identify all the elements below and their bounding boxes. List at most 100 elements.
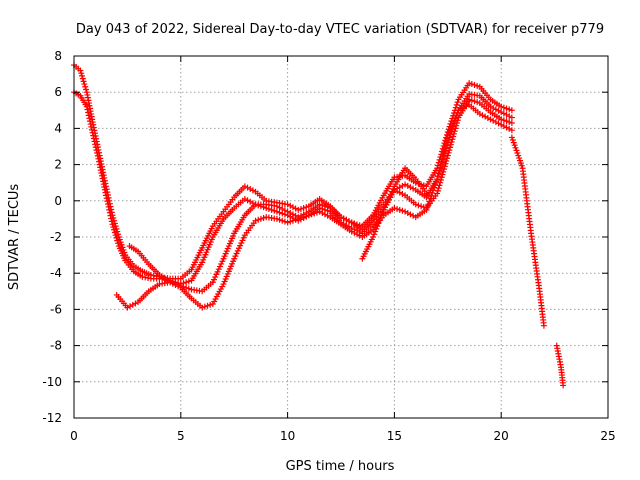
data-point: [436, 164, 443, 171]
data-point: [474, 82, 481, 89]
data-point: [145, 275, 152, 282]
data-point: [169, 280, 176, 287]
data-point: [439, 171, 446, 178]
data-point: [447, 144, 454, 151]
data-point: [287, 202, 294, 209]
data-point: [292, 205, 299, 212]
data-point: [94, 150, 101, 157]
data-point: [399, 191, 406, 198]
data-point: [204, 302, 211, 309]
data-point: [424, 204, 431, 211]
data-point: [407, 184, 414, 191]
data-point: [289, 204, 296, 211]
data-point: [279, 217, 286, 224]
data-point: [321, 203, 328, 210]
data-point: [238, 240, 245, 247]
data-point: [81, 81, 88, 88]
data-point: [484, 114, 491, 121]
data-point: [106, 209, 113, 216]
data-point: [108, 215, 115, 222]
data-point: [183, 279, 190, 286]
data-point: [295, 215, 302, 222]
data-point: [506, 125, 513, 132]
data-point: [468, 97, 475, 104]
data-point: [437, 161, 444, 168]
data-point: [321, 211, 328, 218]
series-track-5: [359, 165, 430, 262]
data-point: [374, 223, 381, 230]
y-tick-label: -6: [50, 302, 62, 316]
data-point: [340, 215, 347, 222]
data-point: [297, 214, 304, 221]
data-point: [244, 184, 251, 191]
data-point: [276, 204, 283, 211]
data-point: [387, 191, 394, 198]
data-point: [324, 212, 331, 219]
data-point: [495, 107, 502, 114]
data-point: [430, 187, 437, 194]
data-point: [83, 86, 90, 93]
data-point: [308, 211, 315, 218]
data-point: [199, 304, 206, 311]
data-point: [508, 119, 515, 126]
series-track-4: [113, 101, 515, 311]
data-point: [279, 205, 286, 212]
y-axis-title: SDTVAR / TECUs: [7, 184, 22, 291]
data-point: [376, 217, 383, 224]
data-point: [273, 208, 280, 215]
data-point: [185, 285, 192, 292]
y-tick-label: 8: [54, 49, 62, 63]
y-tick-label: 6: [54, 85, 62, 99]
data-point: [300, 205, 307, 212]
data-point: [492, 119, 499, 126]
data-point: [201, 303, 208, 310]
data-point: [209, 279, 216, 286]
data-point: [90, 132, 97, 139]
data-point: [91, 138, 98, 145]
data-point: [442, 141, 449, 148]
data-point: [371, 231, 378, 238]
data-point: [111, 226, 118, 233]
data-point: [423, 206, 430, 213]
data-point: [232, 253, 239, 260]
data-point: [396, 206, 403, 213]
data-point: [289, 211, 296, 218]
data-point: [303, 213, 310, 220]
data-point: [233, 250, 240, 257]
data-point: [112, 232, 119, 239]
data-point: [219, 258, 226, 265]
data-point: [383, 201, 390, 208]
data-point: [442, 160, 449, 167]
data-point: [450, 130, 457, 137]
data-point: [412, 201, 419, 208]
data-point: [103, 195, 110, 202]
data-point: [338, 214, 344, 221]
data-point: [445, 149, 452, 156]
data-point: [508, 114, 515, 121]
data-point: [257, 215, 264, 222]
data-point: [241, 183, 248, 190]
data-point: [454, 99, 461, 106]
data-point: [305, 212, 312, 219]
data-point: [235, 245, 242, 252]
x-tick-label: 0: [70, 429, 78, 443]
data-point: [129, 301, 136, 308]
data-point: [83, 103, 90, 110]
data-point: [443, 157, 450, 164]
data-point: [455, 107, 462, 114]
data-point: [479, 112, 486, 119]
data-point: [394, 205, 401, 212]
data-point: [506, 106, 513, 113]
data-point: [503, 118, 510, 125]
data-point: [215, 266, 222, 273]
data-point: [124, 304, 131, 311]
data-point: [313, 209, 320, 216]
data-point: [260, 214, 267, 221]
data-point: [284, 201, 291, 208]
data-point: [249, 200, 256, 207]
data-point: [498, 109, 505, 116]
data-point: [214, 268, 221, 275]
data-point: [180, 283, 187, 290]
data-point: [303, 204, 310, 211]
series-track-1: [71, 62, 515, 282]
